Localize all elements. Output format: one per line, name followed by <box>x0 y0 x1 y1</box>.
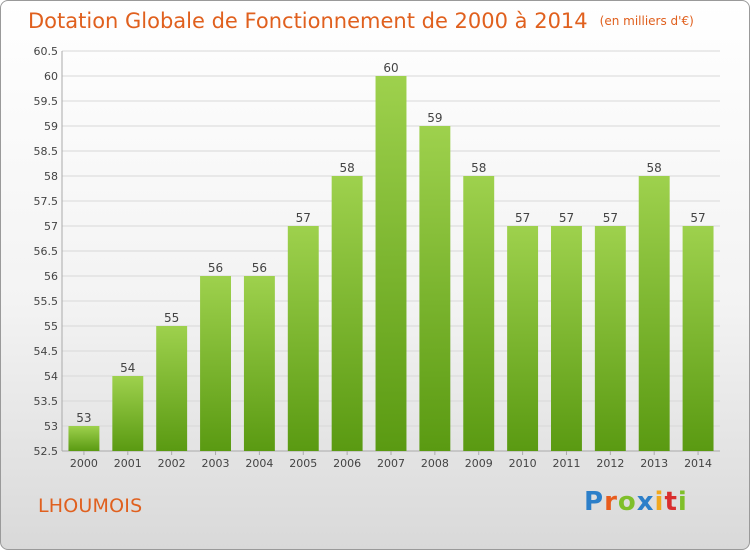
data-label: 60 <box>383 61 398 75</box>
x-tick-label: 2000 <box>70 457 98 470</box>
y-tick-label: 52.5 <box>34 445 59 458</box>
bar <box>331 176 363 451</box>
logo-letter: i <box>654 487 665 517</box>
data-label: 57 <box>559 211 574 225</box>
x-tick-label: 2013 <box>640 457 668 470</box>
data-label: 58 <box>647 161 662 175</box>
y-tick-label: 59 <box>44 120 58 133</box>
data-label: 57 <box>603 211 618 225</box>
y-tick-label: 55.5 <box>34 295 59 308</box>
data-label: 58 <box>339 161 354 175</box>
bar <box>243 276 275 451</box>
x-tick-label: 2006 <box>333 457 361 470</box>
y-tick-label: 57 <box>44 220 58 233</box>
bar <box>507 226 539 451</box>
proxiti-logo: Proxiti <box>584 487 688 517</box>
y-tick-label: 60.5 <box>34 45 59 58</box>
x-tick-label: 2014 <box>684 457 712 470</box>
bar <box>463 176 495 451</box>
x-tick-label: 2001 <box>114 457 142 470</box>
data-label: 55 <box>164 311 179 325</box>
data-label: 57 <box>690 211 705 225</box>
logo-letter: r <box>604 487 618 517</box>
y-tick-label: 56 <box>44 270 58 283</box>
y-tick-label: 58 <box>44 170 58 183</box>
logo-letter: i <box>677 487 688 517</box>
bar <box>594 226 626 451</box>
bar <box>68 426 100 451</box>
logo-letter: x <box>636 487 655 517</box>
bar <box>682 226 714 451</box>
x-tick-label: 2008 <box>421 457 449 470</box>
x-tick-label: 2011 <box>552 457 580 470</box>
logo-letter: o <box>617 487 637 517</box>
x-tick-label: 2007 <box>377 457 405 470</box>
bar <box>375 76 407 451</box>
commune-name: LHOUMOIS <box>38 495 143 517</box>
y-tick-label: 54.5 <box>34 345 59 358</box>
bar <box>200 276 231 451</box>
y-tick-label: 54 <box>44 370 58 383</box>
y-tick-label: 59.5 <box>34 95 59 108</box>
bars: 53 54 55 56 56 57 58 60 59 58 57 57 57 58 57 <box>68 61 714 451</box>
data-label: 56 <box>208 261 223 275</box>
bar <box>638 176 670 451</box>
bar <box>112 376 144 451</box>
chart-title-text: Dotation Globale de Fonctionnement de 20… <box>28 9 588 33</box>
x-tick-label: 2002 <box>158 457 186 470</box>
bar <box>551 226 582 451</box>
data-label: 58 <box>471 161 486 175</box>
y-tick-label: 57.5 <box>34 195 59 208</box>
bar <box>287 226 319 451</box>
data-label: 54 <box>120 361 135 375</box>
bar <box>156 326 188 451</box>
data-label: 57 <box>515 211 530 225</box>
x-tick-label: 2009 <box>465 457 493 470</box>
y-tick-label: 58.5 <box>34 145 59 158</box>
y-tick-label: 55 <box>44 320 58 333</box>
bar <box>419 126 451 451</box>
data-label: 57 <box>296 211 311 225</box>
chart-title: Dotation Globale de Fonctionnement de 20… <box>28 9 694 33</box>
data-label: 53 <box>76 411 91 425</box>
logo-letter: P <box>584 487 605 517</box>
x-tick-label: 2005 <box>289 457 317 470</box>
y-tick-label: 53 <box>44 420 58 433</box>
y-tick-label: 53.5 <box>34 395 59 408</box>
logo-letter: t <box>664 487 678 517</box>
y-axis: 52.5 53 53.5 54 54.5 55 55.5 56 56.5 57 57.5 58 58.5… <box>34 45 720 458</box>
x-axis: 2000 2001 2002 2003 2004 2005 2006 2007 2008 2009… <box>70 451 712 470</box>
x-tick-label: 2012 <box>596 457 624 470</box>
x-tick-label: 2004 <box>245 457 273 470</box>
x-tick-label: 2003 <box>202 457 230 470</box>
y-tick-label: 56.5 <box>34 245 59 258</box>
data-label: 59 <box>427 111 442 125</box>
y-tick-label: 60 <box>44 70 58 83</box>
x-tick-label: 2010 <box>509 457 537 470</box>
data-label: 56 <box>252 261 267 275</box>
chart-unit: (en milliers d'€) <box>599 14 694 28</box>
